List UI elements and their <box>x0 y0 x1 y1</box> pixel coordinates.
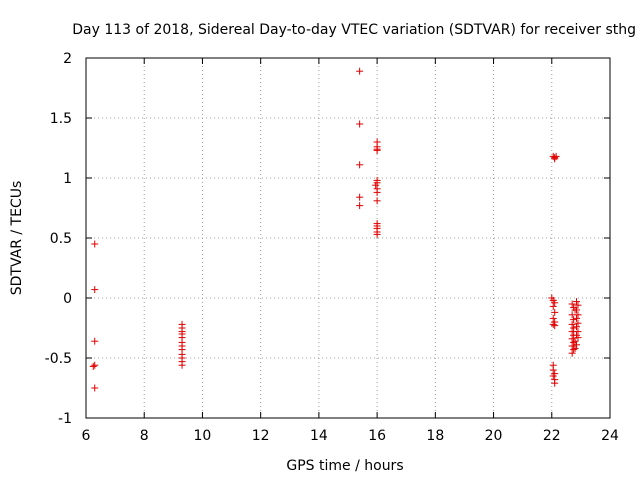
data-point <box>570 316 578 324</box>
x-tick-label: 6 <box>82 428 91 444</box>
y-tick-label: 0.5 <box>50 231 72 247</box>
data-point <box>573 314 581 322</box>
data-point <box>373 188 381 196</box>
data-point <box>551 308 559 316</box>
data-point <box>356 202 364 210</box>
data-point <box>570 324 578 332</box>
data-point <box>91 286 99 294</box>
grid-layer <box>86 58 610 418</box>
data-point <box>91 361 99 369</box>
data-point <box>549 314 557 322</box>
data-point <box>373 197 381 205</box>
data-point <box>571 337 579 345</box>
data-point <box>570 346 578 354</box>
x-tick-label: 22 <box>543 428 561 444</box>
data-point <box>356 193 364 201</box>
data-point <box>91 240 99 248</box>
y-tick-label: 1.5 <box>50 111 72 127</box>
x-tick-label: 12 <box>252 428 270 444</box>
data-point <box>574 334 582 342</box>
data-point <box>91 337 99 345</box>
x-tick-label: 10 <box>194 428 212 444</box>
chart-title: Day 113 of 2018, Sidereal Day-to-day VTE… <box>72 22 636 38</box>
y-tick-label: 0 <box>63 291 72 307</box>
data-point <box>373 146 381 154</box>
x-tick-label: 8 <box>140 428 149 444</box>
x-tick-label: 20 <box>485 428 503 444</box>
data-point <box>574 328 582 336</box>
x-tick-label: 16 <box>368 428 386 444</box>
data-point <box>549 372 557 380</box>
x-tick-label: 18 <box>426 428 444 444</box>
data-point <box>573 298 581 306</box>
data-point <box>568 300 576 308</box>
points-layer <box>89 67 582 392</box>
data-point <box>551 299 559 307</box>
data-point <box>568 349 576 357</box>
data-point <box>372 181 380 189</box>
y-tick-label: -0.5 <box>45 351 72 367</box>
data-point <box>356 161 364 169</box>
plot-frame <box>85 57 611 419</box>
y-axis-label: SDTVAR / TECUs <box>9 181 25 296</box>
y-tick-label: -1 <box>58 411 72 427</box>
data-point <box>373 230 381 238</box>
data-point <box>573 306 581 314</box>
y-tick-label: 2 <box>63 51 72 67</box>
data-point <box>573 323 581 331</box>
data-point <box>568 320 576 328</box>
data-point <box>574 301 582 309</box>
tick-label-layer: 6 8 10 12 14 16 18 20 22 24 -1 -0.5 0 0.5 1 1.5 2 <box>45 51 619 444</box>
x-tick-label: 14 <box>310 428 328 444</box>
y-tick-label: 1 <box>63 171 72 187</box>
data-point <box>549 320 557 328</box>
data-point <box>549 366 557 374</box>
data-point <box>574 311 582 319</box>
x-axis-label: GPS time / hours <box>286 458 403 474</box>
data-point <box>91 384 99 392</box>
data-point <box>551 155 559 163</box>
data-point <box>549 302 557 310</box>
data-point <box>573 341 581 349</box>
data-point <box>551 379 559 387</box>
tick-layer <box>85 57 611 419</box>
data-point <box>89 362 97 370</box>
data-point <box>178 361 186 369</box>
data-point <box>356 120 364 128</box>
x-tick-label: 24 <box>601 428 619 444</box>
data-point <box>571 344 579 352</box>
data-point <box>574 319 582 327</box>
data-point <box>356 67 364 75</box>
data-point <box>551 322 559 330</box>
